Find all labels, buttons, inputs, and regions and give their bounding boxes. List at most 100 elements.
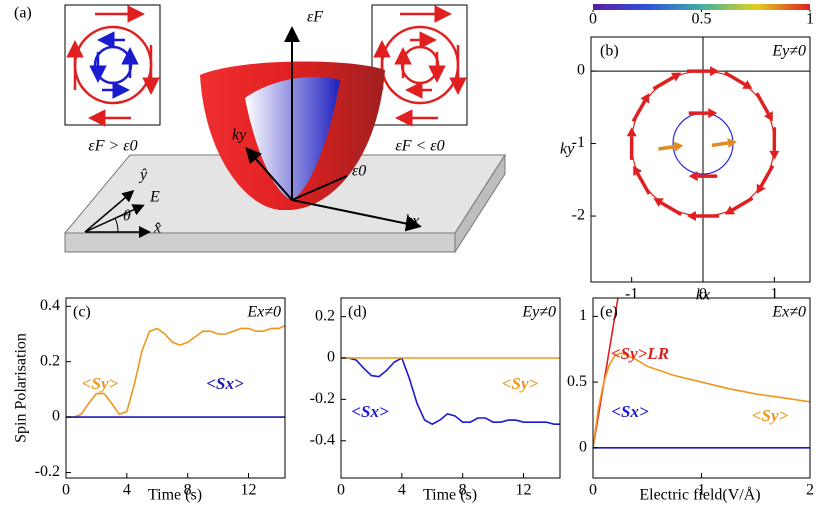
- axis-label: ŷ: [138, 167, 148, 184]
- panel-label: (a): [14, 5, 32, 22]
- axis-label: ε0: [352, 163, 366, 180]
- frame: [592, 297, 811, 479]
- x-tick-label: 4: [398, 482, 406, 499]
- series-label: <Sx>: [611, 402, 649, 421]
- spin-arrow: [653, 198, 683, 216]
- y-tick-label: -2: [572, 207, 585, 224]
- arrow-head: [742, 80, 753, 89]
- spin-arrow: [652, 72, 682, 91]
- arrow-head: [727, 138, 737, 148]
- axis-label: E⃗: [149, 189, 172, 206]
- arrow-head: [640, 93, 650, 104]
- axis-arrow: [84, 204, 145, 233]
- panel-label: (c): [73, 304, 91, 321]
- plot-area: [341, 356, 560, 426]
- axis-label: ky: [232, 127, 247, 144]
- spin-arrow: [723, 71, 753, 89]
- spin-arrow: [633, 165, 651, 195]
- arrow-shaft: [723, 71, 746, 86]
- arrow-head: [769, 150, 780, 160]
- y-tick-label: 0: [327, 349, 335, 366]
- field-label: Ex≠0: [246, 304, 281, 321]
- caption: εF < ε0: [395, 138, 444, 155]
- inset-box: [371, 4, 468, 126]
- chart: 0 4 8 12 0.2 0 -0.2 -0.4 (d) Ey≠0 Time (s) <Sx> <Sy>: [310, 297, 561, 504]
- y-axis-label: Spin Polarisation: [13, 333, 30, 443]
- arrow-head: [710, 66, 720, 77]
- y-tick-label: -0.4: [310, 431, 335, 448]
- arrow-shaft: [652, 75, 675, 91]
- axis-label: x̂: [153, 220, 161, 237]
- arrow-shaft: [711, 141, 729, 148]
- y-tick-label: 0.4: [40, 297, 60, 314]
- panel-label: (b): [600, 43, 619, 60]
- colorbar-tick-label: 1: [806, 11, 814, 28]
- colorbar-tick-label: 0.5: [692, 11, 712, 28]
- axis-arrow: [291, 199, 422, 232]
- series-line: [593, 352, 810, 448]
- angle-label: θ: [123, 208, 131, 225]
- colorbar: [593, 4, 810, 10]
- arrow-head: [724, 205, 736, 215]
- arrow-head: [653, 198, 664, 208]
- chart: 0 1 2 0 0.5 1 (e) Ex≠0 Electric field(V/Å) <Sy>LR…: [567, 297, 814, 504]
- y-tick-label: -0.2: [35, 463, 60, 480]
- series-line: [66, 324, 285, 418]
- spin-arrow: [686, 211, 720, 222]
- colorbar-tick-label: 0: [589, 11, 597, 28]
- x-tick-label: 12: [241, 482, 257, 499]
- fermi-circle: [73, 25, 153, 105]
- y-tick-label: 0: [52, 408, 60, 425]
- y-tick-label: 0: [579, 438, 587, 455]
- arrow-shaft: [731, 196, 754, 212]
- x-axis-label: Time (s): [148, 487, 202, 504]
- y-tick-label: 0.2: [40, 352, 60, 369]
- x-tick-label: 1: [698, 482, 706, 499]
- inner-circle: [400, 45, 440, 85]
- field-label: Ex≠0: [771, 304, 806, 321]
- y-tick-label: 1: [579, 307, 587, 324]
- spin-arrow: [688, 171, 718, 182]
- chart: -1 0 1 0 -1 -2 (b) Ey≠0 kx ky 0 0.5 1: [560, 4, 814, 304]
- axis-arrow: [291, 175, 348, 201]
- y-tick-label: -0.2: [310, 390, 335, 407]
- inner-circle: [93, 45, 133, 85]
- angle-arc: [114, 217, 119, 233]
- axis-label: εF: [307, 9, 323, 26]
- field-label: Ey≠0: [771, 43, 806, 60]
- arrow-head: [670, 72, 682, 82]
- arrow-head: [756, 183, 766, 194]
- spin-arrow: [756, 164, 775, 194]
- arrow-head: [633, 165, 642, 176]
- arrow-shaft: [658, 144, 675, 151]
- x-tick-label: 2: [806, 482, 814, 499]
- plot-area: [66, 324, 285, 418]
- series-label: <Sy>: [82, 374, 119, 393]
- spin-arrow: [686, 66, 720, 77]
- spin-arrow: [769, 127, 780, 160]
- x-tick-label: 4: [123, 482, 131, 499]
- spin-arrow: [631, 93, 650, 123]
- frame: [590, 36, 811, 283]
- caption: εF > ε0: [88, 138, 137, 155]
- panel-label: (d): [348, 304, 367, 321]
- arrow-head: [764, 111, 773, 122]
- x-tick-label: 0: [699, 286, 707, 303]
- arrow-shaft: [660, 201, 683, 216]
- arrow-head: [688, 171, 698, 182]
- fermi-circle: [380, 25, 460, 105]
- axis-arrow: [84, 190, 135, 233]
- x-tick-label: -1: [625, 286, 638, 303]
- arrow-shaft: [631, 100, 647, 123]
- x-tick-label: 8: [459, 482, 467, 499]
- field-label: Ey≠0: [521, 304, 556, 321]
- x-tick-label: 0: [589, 482, 597, 499]
- arrow-shaft: [755, 92, 770, 115]
- y-tick-label: 0.2: [315, 307, 335, 324]
- spin-arrow: [711, 138, 737, 148]
- x-tick-label: 12: [516, 482, 532, 499]
- series-label: <Sy>LR: [611, 344, 669, 363]
- axis-arrow: [245, 146, 293, 201]
- y-axis-label: ky: [560, 141, 575, 158]
